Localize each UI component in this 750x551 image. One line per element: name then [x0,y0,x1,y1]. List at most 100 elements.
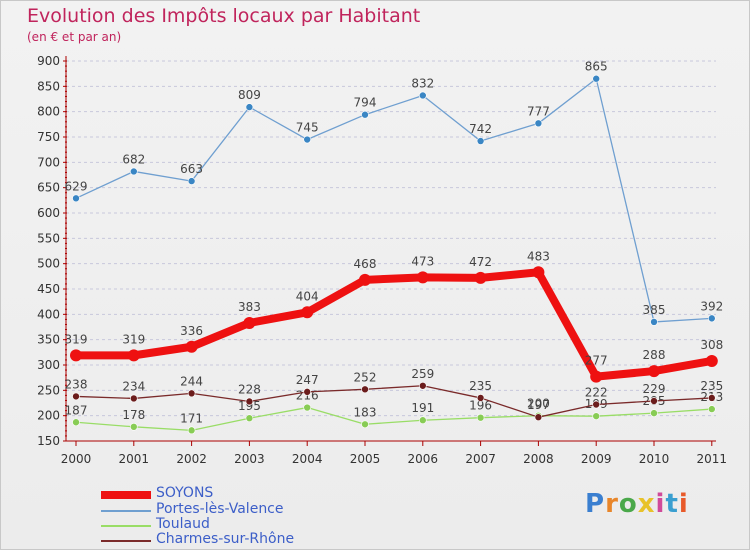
data-label: 865 [585,60,608,74]
data-label: 196 [469,399,492,413]
y-tick-label: 850 [37,79,60,93]
data-label: 745 [296,121,319,135]
data-label: 187 [65,403,88,417]
series-line [75,406,713,432]
y-tick-label: 550 [37,231,60,245]
x-tick-label: 2010 [639,452,670,466]
legend-swatch-soyons [101,491,151,499]
data-point [301,306,314,319]
data-point [245,103,254,111]
data-point [361,420,369,429]
data-point [418,381,427,390]
data-label: 629 [65,179,88,193]
y-tick-label: 250 [37,383,60,397]
data-point [418,91,427,100]
data-point [476,394,485,402]
data-point [648,365,660,378]
logo-letter: o [618,489,638,519]
data-label: 472 [469,255,492,269]
data-label: 832 [411,76,434,90]
data-label: 483 [527,249,550,263]
data-point [476,413,485,422]
chart-title: Evolution des Impôts locaux par Habitant [27,5,421,27]
data-label: 244 [180,374,203,388]
data-label: 195 [238,399,261,413]
data-point [185,340,198,353]
data-point [418,416,427,425]
data-label: 777 [527,104,550,118]
logo-letter: t [665,489,679,519]
data-point [650,397,658,405]
data-point [187,426,196,435]
data-label: 200 [527,397,550,411]
x-tick-label: 2001 [119,452,150,466]
x-tick-label: 2004 [292,452,323,466]
data-label: 247 [296,373,319,387]
x-tick-label: 2009 [581,452,612,466]
data-label: 319 [65,332,88,346]
logo-letter: P [585,489,606,519]
data-label: 288 [643,348,666,362]
data-label: 238 [65,377,88,391]
x-tick-label: 2007 [465,452,496,466]
data-point [130,394,138,403]
y-tick-label: 350 [37,333,60,347]
logo-letter: r [605,489,619,519]
data-point [72,194,80,203]
data-point [476,137,485,145]
x-tick-label: 2002 [176,452,207,466]
data-point [130,423,138,431]
chart-subtitle: (en € et par an) [27,30,122,44]
x-tick-label: 2008 [523,452,554,466]
data-point [532,266,545,279]
data-label: 336 [180,324,203,338]
y-tick-label: 650 [37,181,60,195]
y-tick-label: 150 [37,434,60,448]
logo-letter: x [637,489,656,519]
data-point [303,403,312,412]
data-label: 234 [122,379,145,393]
y-tick-label: 500 [37,257,60,271]
data-point [707,394,716,402]
legend-label-soyons: SOYONS [156,485,214,501]
data-point [361,385,369,394]
data-label: 809 [238,88,261,102]
y-tick-label: 600 [37,206,60,220]
data-point [705,354,718,367]
y-tick-label: 750 [37,130,60,144]
data-label: 252 [354,370,377,384]
data-point [359,273,371,286]
y-tick-label: 700 [37,155,60,169]
data-point [534,413,543,421]
data-label: 191 [411,401,434,415]
data-label: 385 [643,303,666,317]
data-label: 178 [122,408,145,422]
x-tick-label: 2000 [61,452,92,466]
data-point [592,400,601,409]
data-point [72,418,80,427]
y-tick-label: 800 [37,105,60,119]
data-point [361,110,369,119]
data-point [72,392,80,401]
data-point [592,74,601,83]
legend-label-toulaud: Toulaud [156,516,210,532]
data-label: 235 [700,379,723,393]
data-point [474,271,487,284]
legend-swatch-toulaud [101,525,151,527]
data-label: 794 [354,96,377,110]
legend-swatch-portes-les-valence [101,510,151,512]
y-tick-label: 900 [37,54,60,68]
data-label: 183 [354,405,377,419]
logo-letter: i [678,489,689,519]
data-point [707,314,716,323]
data-point [650,409,658,417]
data-point [70,349,82,362]
x-tick-label: 2003 [234,452,265,466]
data-point [187,177,196,185]
data-label: 222 [585,386,608,400]
series-line [75,385,713,418]
data-point [592,412,601,420]
data-point [127,349,140,362]
